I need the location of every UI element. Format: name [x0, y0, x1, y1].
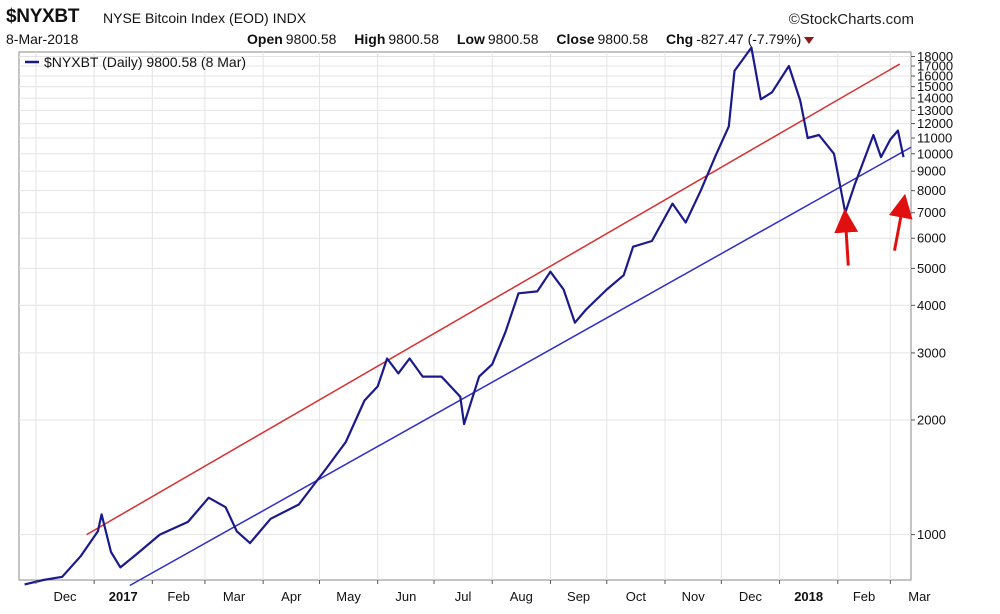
- y-tick-label: 10000: [917, 146, 953, 161]
- down-triangle-icon: [804, 36, 815, 44]
- red-arrow-annotation: [834, 208, 859, 266]
- x-tick-label: Dec: [739, 589, 763, 604]
- x-tick-label: Mar: [223, 589, 246, 604]
- brand-watermark[interactable]: ©StockCharts.com: [788, 11, 914, 28]
- x-tick-label: Jun: [395, 589, 416, 604]
- x-tick-label: Jul: [455, 589, 472, 604]
- legend-label: $NYXBT (Daily) 9800.58 (8 Mar): [44, 54, 246, 70]
- open-value: 9800.58: [285, 31, 337, 47]
- close-label: Close: [556, 31, 595, 47]
- x-tick-label: 2018: [794, 589, 823, 604]
- y-tick-label: 11000: [917, 130, 952, 145]
- x-tick-label: Feb: [853, 589, 875, 604]
- x-tick-label: Mar: [908, 589, 931, 604]
- ticker-symbol: $NYXBT: [6, 6, 80, 27]
- x-tick-label: Sep: [567, 589, 590, 604]
- exchange-label: INDX: [272, 10, 307, 26]
- y-tick-label: 12000: [917, 116, 953, 131]
- chart-header: $NYXBT NYSE Bitcoin Index (EOD) INDX ©St…: [0, 0, 1000, 50]
- x-tick-label: Apr: [281, 589, 302, 604]
- y-tick-label: 5000: [917, 261, 946, 276]
- y-tick-label: 18000: [917, 49, 953, 64]
- low-value: 9800.58: [487, 31, 539, 47]
- low-label: Low: [456, 31, 485, 47]
- x-tick-label: Aug: [510, 589, 533, 604]
- y-tick-label: 2000: [917, 412, 946, 427]
- x-tick-label: Dec: [53, 589, 77, 604]
- upper-channel-line: [86, 63, 901, 536]
- change-value: -827.47 (-7.79%): [696, 31, 802, 47]
- y-tick-label: 3000: [917, 345, 946, 360]
- y-tick-label: 9000: [917, 164, 946, 179]
- high-value: 9800.58: [388, 31, 439, 47]
- index-name: NYSE Bitcoin Index (EOD): [103, 10, 269, 26]
- red-arrow-annotation: [888, 193, 913, 251]
- lower-channel-line: [129, 146, 912, 587]
- close-value: 9800.58: [597, 31, 649, 47]
- y-tick-label: 1000: [917, 527, 946, 542]
- y-tick-label: 13000: [917, 103, 953, 118]
- x-axis: Dec 2017 Feb Mar Apr May Jun Jul Aug Sep Oct Nov Dec…: [35, 580, 931, 604]
- high-label: High: [354, 31, 386, 47]
- x-tick-label: May: [336, 589, 361, 604]
- y-tick-label: 14000: [917, 91, 953, 106]
- y-tick-label: 15000: [917, 79, 953, 94]
- index-description: NYSE Bitcoin Index (EOD) INDX: [103, 10, 306, 26]
- open-label: Open: [247, 31, 283, 47]
- price-line: [24, 46, 905, 586]
- y-tick-label: 4000: [917, 298, 946, 313]
- annotation-arrows: [834, 193, 913, 266]
- y-tick-label: 17000: [917, 58, 953, 73]
- x-tick-label: Feb: [167, 589, 189, 604]
- x-tick-label: 2017: [109, 589, 138, 604]
- x-tick-label: Oct: [626, 589, 647, 604]
- quote-date: 8-Mar-2018: [6, 31, 79, 47]
- x-tick-label: Nov: [682, 589, 706, 604]
- y-tick-label: 8000: [917, 183, 946, 198]
- y-tick-label: 6000: [917, 231, 946, 246]
- ohlc-readout: Open 9800.58 High 9800.58 Low 9800.58 Close…: [247, 31, 815, 47]
- chart-legend: $NYXBT (Daily) 9800.58 (8 Mar): [25, 54, 246, 70]
- y-tick-label: 16000: [917, 69, 953, 84]
- change-label: Chg: [666, 31, 694, 47]
- y-tick-label: 7000: [917, 205, 946, 220]
- channel-lines: [86, 63, 912, 587]
- gridlines: [19, 52, 911, 580]
- y-axis: 1000 2000 3000 4000 5000 6000 7000 8000 9000 1000…: [911, 49, 953, 542]
